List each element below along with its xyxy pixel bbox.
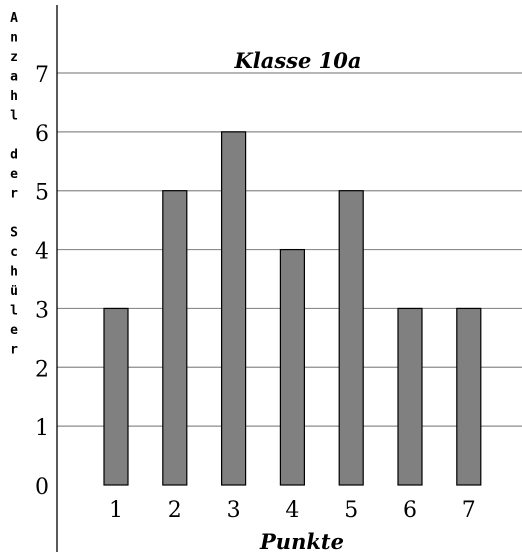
y-axis-label-char: n [10,31,18,46]
y-tick-label: 1 [35,416,49,441]
y-axis-label-char: d [10,148,18,163]
y-tick-label: 5 [35,181,49,206]
bar-4 [279,248,305,486]
y-axis-label-char: h [10,265,18,280]
y-axis-label-char: l [10,304,18,319]
y-tick-label: 3 [35,298,49,323]
chart-title: Klasse 10a [234,48,362,73]
bar-5 [338,190,364,486]
y-tick-label: 7 [35,63,49,88]
y-axis-label-char: h [10,89,18,104]
y-axis-label-char: S [10,226,18,241]
bar-6 [397,307,423,486]
y-axis-label-char: a [10,70,18,85]
y-tick-label: 0 [35,475,49,500]
x-axis-label: Punkte [259,529,344,554]
y-axis-label-char: r [10,343,18,358]
y-axis-label-char: e [10,167,18,182]
y-tick-label: 4 [35,240,49,265]
bar-3 [221,131,247,486]
y-axis-label-char: z [10,50,18,65]
bars [103,131,482,486]
x-tick-label: 2 [168,498,182,523]
x-tick-label: 6 [403,498,417,523]
bar-1 [103,307,129,486]
y-axis-label-char: ü [10,284,18,299]
bar-2 [162,190,188,486]
y-axis-label-char: l [10,109,18,124]
x-tick-label: 4 [285,498,299,523]
x-tick-label: 5 [344,498,358,523]
y-tick-label: 6 [35,122,49,147]
x-tick-label: 1 [109,498,123,523]
y-tick-labels: 0 1 2 3 4 5 6 7 [35,63,49,500]
y-axis-label-char: c [10,245,18,260]
x-tick-label: 3 [227,498,241,523]
bar-7 [456,307,482,486]
y-axis-label-char: e [10,323,18,338]
y-axis-label-char: A [10,11,18,26]
y-axis-label-char: r [10,187,18,202]
x-tick-label: 7 [462,498,476,523]
y-tick-label: 2 [35,357,49,382]
x-tick-labels: 1 2 3 4 5 6 7 [109,498,476,523]
